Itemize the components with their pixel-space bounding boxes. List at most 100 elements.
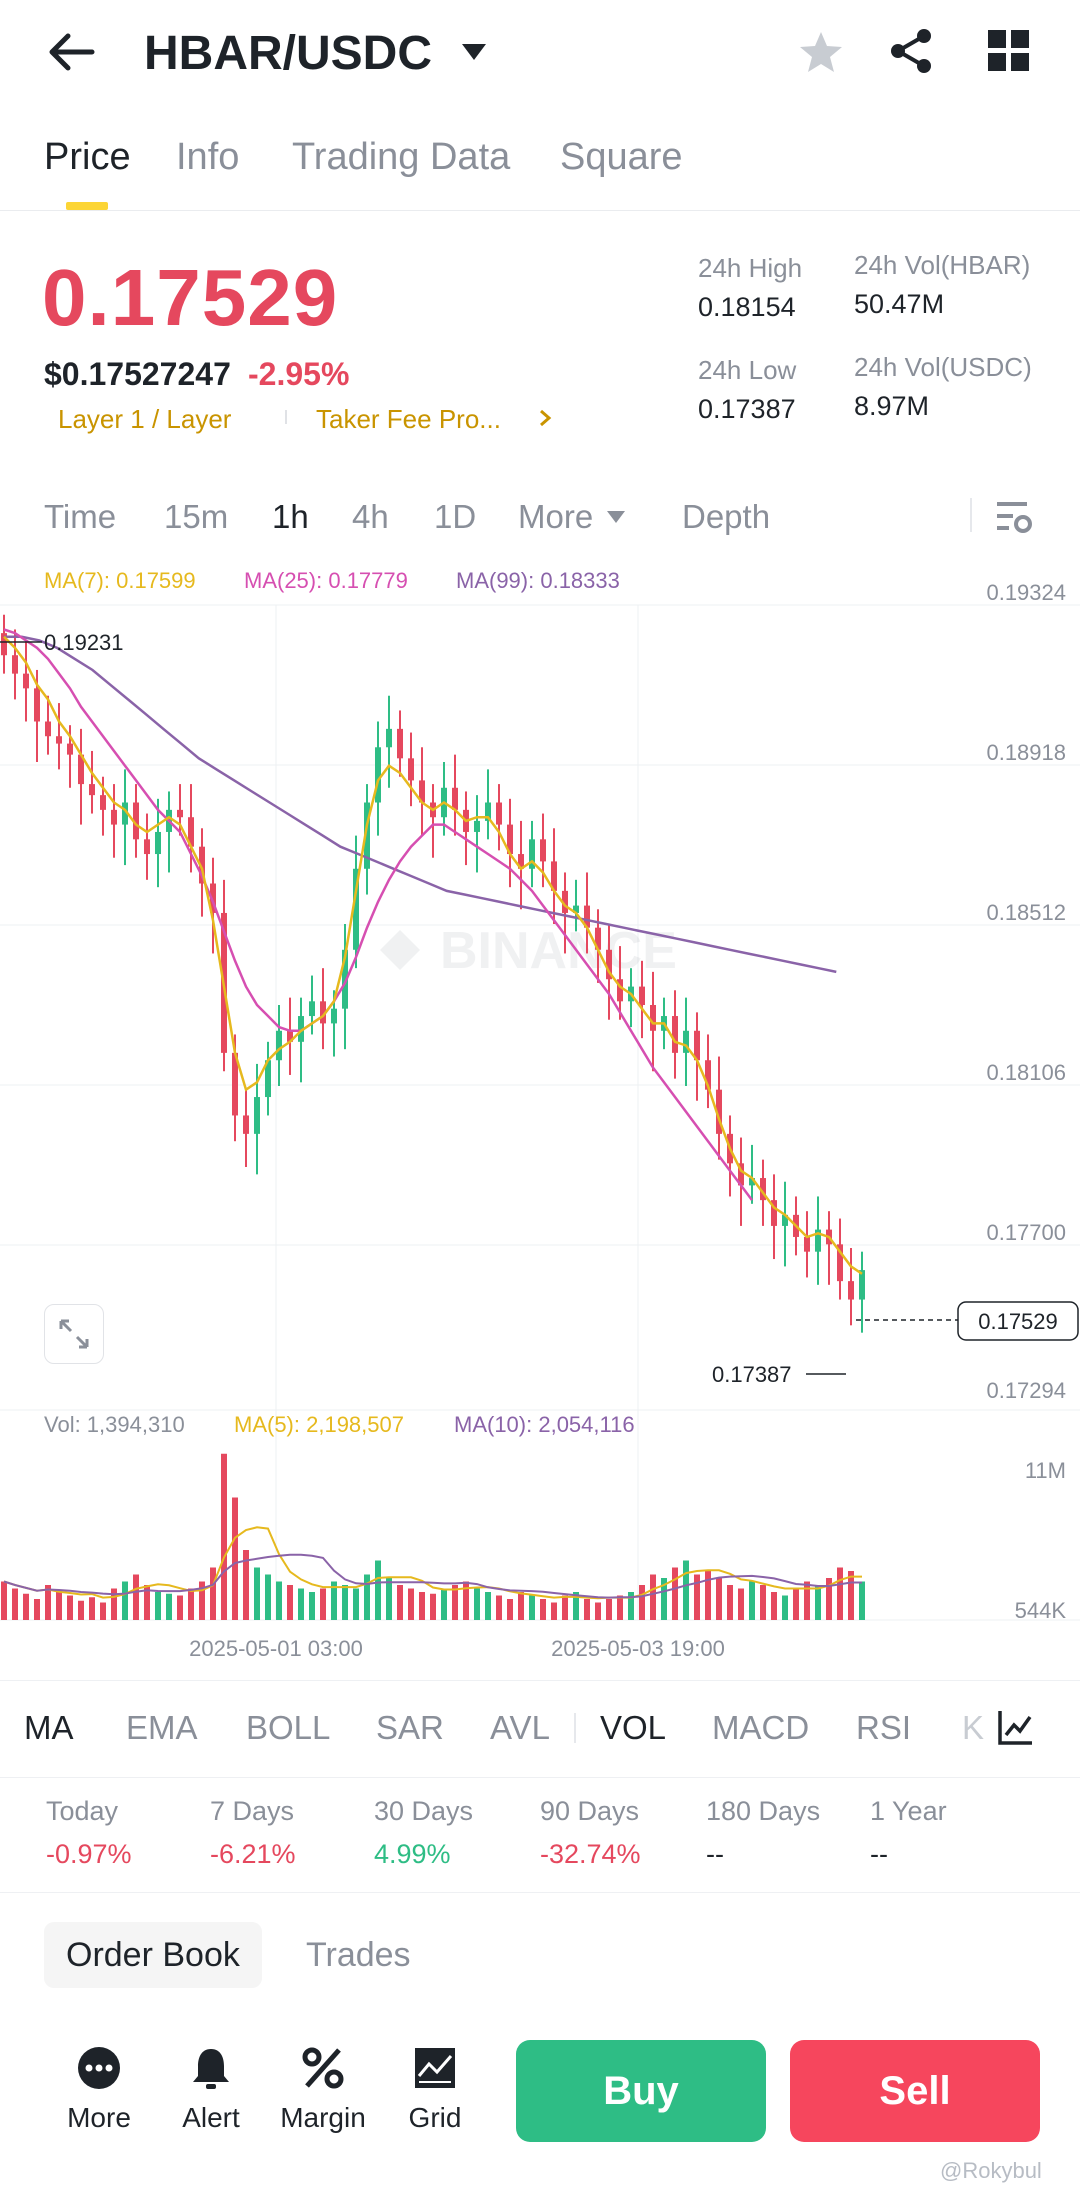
tab-bar: Price Info Trading Data Square (0, 110, 1080, 211)
fullscreen-button[interactable] (44, 1304, 104, 1364)
tab-trades[interactable]: Trades (306, 1936, 411, 1974)
candle-body (694, 1030, 700, 1061)
candle-body (210, 883, 216, 913)
price-axis-label: 0.18512 (986, 900, 1066, 925)
tf-1h[interactable]: 1h (272, 498, 309, 535)
volume-bar (331, 1581, 337, 1620)
volume-bar (430, 1593, 436, 1620)
chart-settings-icon[interactable] (993, 496, 1033, 536)
volume-bar (584, 1599, 590, 1620)
tag-taker-fee[interactable]: Taker Fee Pro... (316, 404, 501, 434)
candle-body (606, 949, 612, 980)
candle-body (67, 743, 73, 755)
chart-area[interactable]: MA(7): 0.17599 MA(25): 0.17779 MA(99): 0… (0, 560, 1080, 1670)
percent-icon (302, 2047, 344, 2089)
tf-divider (970, 498, 972, 532)
ma-lines (3, 628, 863, 1275)
ind-vol[interactable]: VOL (600, 1709, 667, 1746)
perf-value: -0.97% (46, 1839, 132, 1869)
candle-body (738, 1163, 744, 1186)
tab-square[interactable]: Square (560, 136, 683, 178)
candle-body (771, 1200, 777, 1226)
high-value: 0.18154 (698, 292, 796, 322)
candle-body (331, 1008, 337, 1024)
chevron-right-icon[interactable] (538, 408, 552, 428)
volume-bar (188, 1588, 194, 1620)
share-icon[interactable] (888, 28, 934, 74)
ind-boll[interactable]: BOLL (246, 1709, 331, 1746)
candle-body (133, 802, 139, 840)
tf-1d[interactable]: 1D (434, 498, 477, 535)
volume-bar (848, 1571, 854, 1620)
ind-ema[interactable]: EMA (126, 1709, 198, 1746)
ind-k[interactable]: K (962, 1709, 985, 1746)
volume-bar (210, 1567, 216, 1620)
tf-15m[interactable]: 15m (164, 498, 229, 535)
volume-bar (628, 1592, 634, 1620)
candle-body (848, 1281, 854, 1300)
alert-button[interactable]: Alert (156, 2046, 266, 2134)
candle-body (12, 655, 18, 674)
tab-trading-data[interactable]: Trading Data (292, 136, 511, 178)
volume-bar (375, 1560, 381, 1620)
volume-bar (617, 1595, 623, 1620)
candle-body (265, 1060, 271, 1098)
vol-ma10-legend: MA(10): 2,054,116 (454, 1412, 635, 1437)
volume-bar (1, 1581, 7, 1620)
vol-quote-value: 8.97M (854, 391, 930, 421)
favorite-star-icon[interactable] (798, 30, 844, 74)
tag-layer1[interactable]: Layer 1 / Layer (58, 404, 232, 434)
indicator-settings-icon[interactable] (996, 1707, 1036, 1747)
candle-body (155, 831, 161, 855)
candle-body (573, 905, 579, 913)
tf-4h[interactable]: 4h (352, 498, 389, 535)
active-tab-indicator (66, 202, 108, 210)
ind-divider (574, 1713, 576, 1743)
volume-bar (639, 1585, 645, 1620)
buy-button[interactable]: Buy (516, 2040, 766, 2142)
volume-bar (573, 1592, 579, 1620)
price-chart[interactable]: BINANCE 0.19324 0.18918 0.18512 0.18106 … (0, 560, 1080, 1670)
volume-bar (738, 1588, 744, 1620)
perf-value: -32.74% (540, 1839, 641, 1869)
tab-order-book[interactable]: Order Book (44, 1922, 262, 1988)
bell-icon (193, 2049, 229, 2089)
more-button[interactable]: More (44, 2046, 154, 2134)
ind-ma[interactable]: MA (24, 1709, 74, 1746)
volume-bar (353, 1588, 359, 1620)
margin-button[interactable]: Margin (268, 2046, 378, 2134)
grid-menu-icon[interactable] (988, 30, 1030, 72)
perf-30d: 30 Days 4.99% (374, 1796, 473, 1870)
pair-dropdown-icon[interactable] (460, 42, 488, 62)
header: HBAR/USDC (0, 0, 1080, 110)
vol-legend: Vol: 1,394,310 (44, 1412, 185, 1437)
perf-90d: 90 Days -32.74% (540, 1796, 641, 1870)
candle-body (507, 824, 513, 855)
candle-body (254, 1097, 260, 1134)
ma99-legend: MA(99): 0.18333 (456, 568, 620, 593)
grid-button[interactable]: Grid (380, 2046, 490, 2134)
ind-rsi[interactable]: RSI (856, 1709, 912, 1746)
more-dropdown-icon[interactable] (606, 510, 626, 524)
candle-body (452, 787, 458, 810)
sell-button[interactable]: Sell (790, 2040, 1040, 2142)
tf-more[interactable]: More (518, 498, 594, 535)
high-label: 24h High (698, 253, 803, 283)
volume-bar (474, 1588, 480, 1620)
perf-label: 30 Days (374, 1796, 474, 1826)
tab-price[interactable]: Price (44, 136, 131, 178)
timeframe-bar: Time 15m 1h 4h 1D More Depth (0, 480, 1080, 560)
tf-depth[interactable]: Depth (682, 498, 771, 535)
candle-body (386, 728, 392, 748)
candle-body (232, 1052, 238, 1116)
ind-sar[interactable]: SAR (376, 1709, 444, 1746)
ind-avl[interactable]: AVL (490, 1709, 550, 1746)
candle-body (837, 1244, 843, 1282)
back-arrow-icon[interactable] (44, 30, 96, 74)
volume-bar (749, 1581, 755, 1620)
tf-time[interactable]: Time (44, 498, 117, 535)
ind-macd[interactable]: MACD (712, 1709, 810, 1746)
tab-info[interactable]: Info (176, 136, 240, 178)
volume-bar (111, 1588, 117, 1620)
pair-title[interactable]: HBAR/USDC (144, 27, 432, 80)
